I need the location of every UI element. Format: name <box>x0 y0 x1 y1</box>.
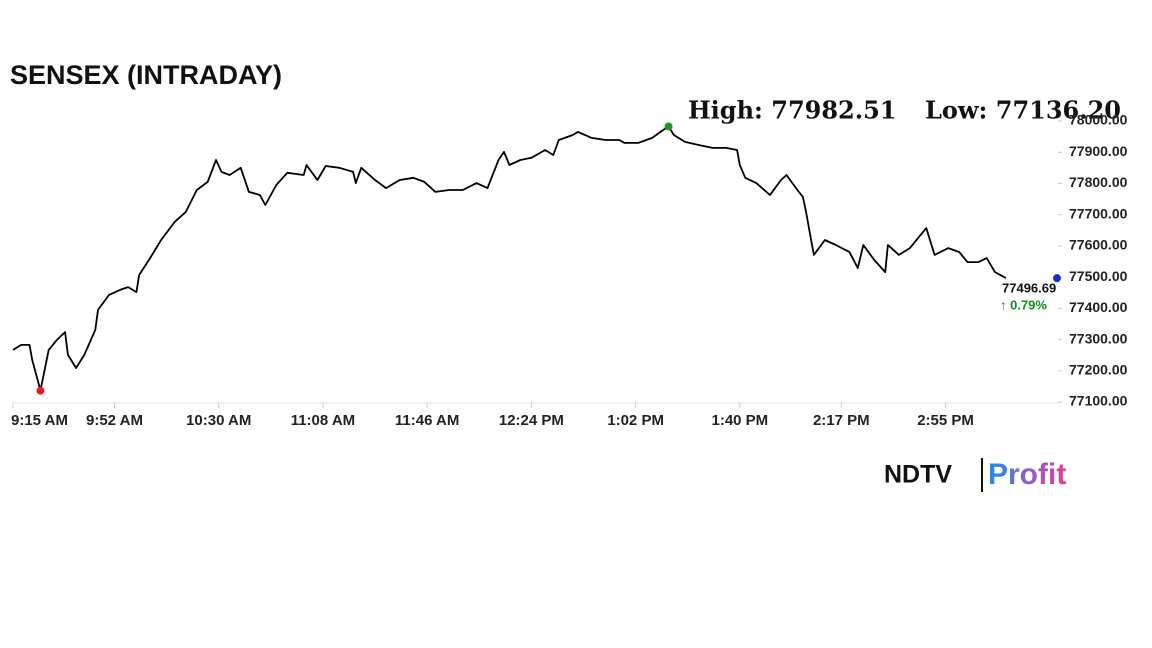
x-tick-label: 1:02 PM <box>607 412 664 429</box>
x-tick-label: 9:15 AM <box>11 412 68 429</box>
x-tick-label: 10:30 AM <box>186 412 251 429</box>
y-tick-label: 77200.00 <box>1069 361 1128 377</box>
x-tick-label: 2:55 PM <box>917 412 974 429</box>
y-tick-label: 77900.00 <box>1069 143 1128 159</box>
high-label: High: 77982.51 <box>688 96 897 125</box>
last-marker <box>1053 274 1061 283</box>
price-line <box>12 125 1007 392</box>
x-tick-label: 1:40 PM <box>711 412 768 429</box>
logo-profit: Profit <box>988 458 1066 491</box>
y-tick-label: 77700.00 <box>1069 205 1128 221</box>
change-label: ↑ 0.79% <box>1000 297 1047 312</box>
last-value-label: 77496.69 <box>1002 280 1056 295</box>
x-tick-label: 12:24 PM <box>499 412 564 429</box>
y-tick-label: 77400.00 <box>1069 299 1128 315</box>
high-marker <box>664 122 673 131</box>
chart-title: SENSEX (INTRADAY) <box>10 60 282 90</box>
y-tick-label: 78000.00 <box>1069 112 1128 128</box>
low-marker <box>36 386 45 395</box>
y-tick-label: 77300.00 <box>1069 330 1128 346</box>
y-tick-label: 77500.00 <box>1069 268 1128 284</box>
y-tick-label: 77800.00 <box>1069 174 1128 190</box>
y-tick-label: 77600.00 <box>1069 237 1128 253</box>
x-tick-label: 11:46 AM <box>395 412 459 429</box>
x-tick-label: 9:52 AM <box>86 412 143 429</box>
low-label: Low: 77136.20 <box>925 96 1121 125</box>
x-tick-label: 11:08 AM <box>291 412 355 429</box>
y-tick-label: 77100.00 <box>1069 393 1128 409</box>
logo-ndtv: NDTV <box>884 461 952 489</box>
x-tick-label: 2:17 PM <box>813 412 870 429</box>
